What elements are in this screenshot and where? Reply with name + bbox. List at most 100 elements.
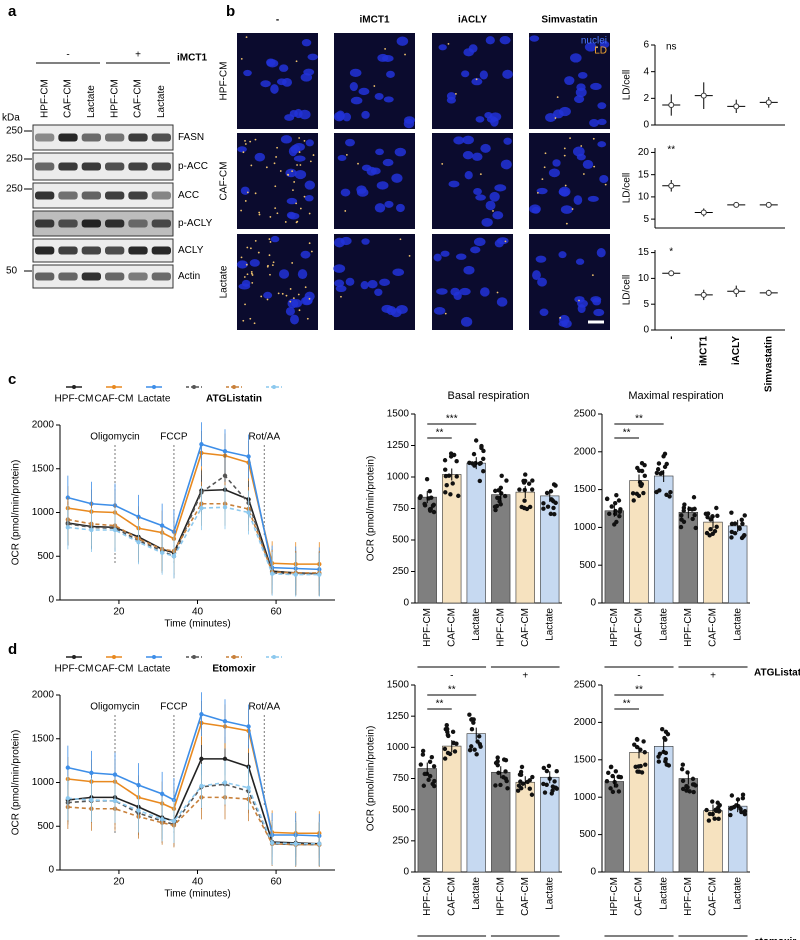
replicate-dot: [729, 510, 734, 515]
column-label: iACLY: [458, 15, 487, 26]
blot-band: [58, 133, 78, 142]
lipid-droplet: [240, 256, 243, 259]
nucleus: [266, 58, 276, 67]
replicate-dot: [740, 521, 745, 526]
replicate-dot: [503, 769, 508, 774]
x-tick-label: Simvastatin: [763, 336, 774, 392]
nucleus: [503, 137, 512, 145]
replicate-dot: [432, 783, 437, 789]
legend-marker: [272, 385, 276, 389]
point: [317, 572, 322, 577]
replicate-dot: [690, 776, 696, 782]
kda-marker: 50: [6, 266, 18, 277]
replicate-dot: [705, 514, 710, 520]
nucleus: [552, 159, 561, 167]
significance-label: **: [623, 428, 631, 439]
y-tick-label: 500: [392, 535, 409, 546]
replicate-dot: [739, 809, 744, 815]
y-tick-label: 250: [392, 835, 409, 846]
replicate-dot: [654, 489, 659, 495]
nucleus: [375, 148, 384, 156]
replicate-dot: [469, 727, 475, 732]
nucleus: [370, 167, 381, 175]
replicate-dot: [523, 472, 528, 477]
nucleus: [440, 250, 450, 257]
replicate-dot: [612, 501, 618, 506]
nucleus: [293, 155, 306, 162]
nucleus: [599, 174, 609, 184]
replicate-dot: [478, 460, 483, 466]
lipid-droplet: [295, 221, 298, 224]
replicate-dot: [691, 789, 696, 795]
nucleus: [479, 70, 488, 80]
panel-label: c: [8, 371, 16, 388]
replicate-dot: [554, 769, 559, 774]
nucleus: [468, 44, 478, 53]
lipid-droplet: [265, 166, 268, 169]
nucleus: [490, 116, 499, 127]
replicate-dot: [445, 750, 451, 756]
nucleus: [243, 69, 252, 77]
lipid-droplet: [254, 192, 257, 195]
group-label: +: [710, 671, 716, 682]
nucleus: [596, 248, 606, 258]
replicate-dot: [519, 764, 525, 770]
replicate-dot: [713, 807, 719, 812]
replicate-dot: [443, 473, 449, 479]
lipid-droplet: [475, 78, 478, 81]
replicate-dot: [634, 744, 640, 750]
image-bg: [334, 133, 415, 229]
replicate-dot: [656, 461, 662, 466]
annotation: **: [667, 145, 675, 156]
nucleus: [455, 253, 467, 260]
lipid-droplet: [269, 241, 272, 243]
y-tick-label: 500: [579, 829, 596, 840]
y-tick-label: 2000: [574, 446, 597, 457]
replicate-dot: [716, 816, 721, 822]
group-label: -: [637, 671, 640, 682]
series-line: [67, 488, 320, 575]
legend-marker: [272, 655, 276, 659]
nucleus: [481, 218, 493, 227]
nucleus: [349, 68, 362, 77]
injection-label: Oligomycin: [90, 702, 139, 713]
replicate-dot: [529, 487, 535, 492]
row-label: CAF-CM: [219, 162, 230, 201]
legend-label: HPF-CM: [55, 664, 94, 675]
replicate-dot: [469, 744, 474, 749]
y-axis-label: OCR (pmol/min/protein): [366, 726, 377, 832]
blot-protein: ACLY: [178, 245, 204, 256]
nucleus: [350, 96, 363, 105]
y-tick-label: 0: [403, 867, 409, 878]
y-axis-label: LD/cell: [622, 70, 633, 101]
nucleus: [548, 168, 560, 178]
nucleus: [539, 308, 549, 316]
replicate-dot: [481, 468, 486, 474]
replicate-dot: [690, 507, 695, 512]
x-tick-label: iMCT1: [698, 336, 709, 366]
injection-label: FCCP: [160, 432, 188, 443]
replicate-dot: [614, 519, 619, 525]
blot-band: [105, 133, 125, 142]
kda-marker: 250: [6, 154, 23, 165]
x-tick-label: HPF-CM: [495, 877, 506, 916]
replicate-dot: [742, 812, 748, 817]
point: [159, 817, 165, 822]
lipid-droplet: [304, 286, 307, 289]
replicate-dot: [541, 506, 546, 511]
nucleus: [558, 188, 567, 196]
point: [246, 510, 251, 515]
y-tick-label: 1500: [387, 680, 410, 691]
y-tick-label: 15: [638, 169, 650, 180]
replicate-dot: [495, 755, 500, 760]
micrograph: [333, 33, 416, 129]
series-line: [67, 796, 320, 846]
annotation: *: [669, 247, 673, 258]
nucleus: [361, 110, 370, 119]
nucleus: [499, 35, 511, 45]
point: [65, 796, 71, 801]
bar: [442, 745, 462, 873]
y-tick-label: 2500: [574, 680, 597, 691]
nucleus: [383, 96, 394, 103]
replicate-dot: [454, 459, 459, 464]
